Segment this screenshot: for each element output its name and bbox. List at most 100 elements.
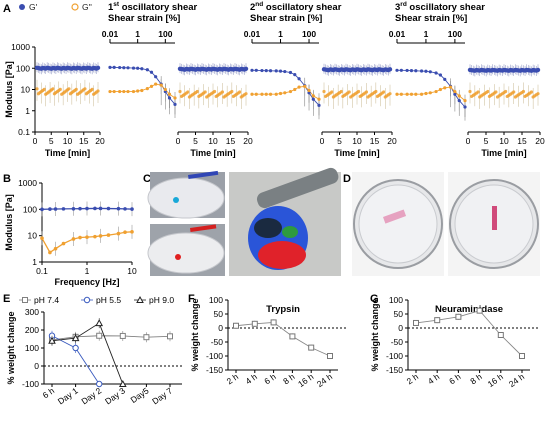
strain-segment-subtitle: Shear strain [%] xyxy=(108,13,180,24)
y-tick-label: 1 xyxy=(32,257,37,267)
chart-title: Trypsin xyxy=(266,304,300,315)
g-double-point xyxy=(283,91,287,95)
g-double-point xyxy=(457,94,461,98)
g-prime-point xyxy=(535,67,541,73)
title-superscript: rd xyxy=(400,1,407,8)
g-double-point xyxy=(186,90,190,94)
g-prime-point xyxy=(424,69,428,73)
strain-tick-label: 0.01 xyxy=(102,29,119,39)
x-tick-label: 15 xyxy=(517,136,527,146)
data-point xyxy=(270,319,277,326)
g-double-point xyxy=(131,89,136,94)
g-double-point xyxy=(297,85,301,89)
data-point xyxy=(519,353,525,359)
g-double-point xyxy=(453,89,457,94)
y-axis-label: % weight change xyxy=(6,311,16,384)
data-point xyxy=(48,336,56,344)
strain-tick-label: 1 xyxy=(424,29,429,39)
g-prime-point xyxy=(293,73,297,77)
x-tick-label: 4 h xyxy=(426,371,442,386)
x-tick-label: 16 h xyxy=(296,371,316,389)
g-double-point xyxy=(395,92,399,96)
x-tick-label: Day 1 xyxy=(56,385,80,406)
g-double-point xyxy=(374,89,378,94)
g-double-point xyxy=(424,91,428,96)
title-number: 2 xyxy=(250,2,255,13)
title-superscript: st xyxy=(113,1,120,8)
g-double-point xyxy=(409,92,414,96)
data-point xyxy=(251,320,258,327)
strain-tick-label: 1 xyxy=(135,29,140,39)
data-point xyxy=(96,332,103,339)
series-line xyxy=(415,310,523,357)
g-double-point xyxy=(476,90,480,94)
g-double-point xyxy=(463,99,467,103)
g-double-point xyxy=(98,234,103,238)
x-tick-label: 0 xyxy=(466,136,471,146)
g-prime-point xyxy=(131,66,136,70)
g-double-point xyxy=(468,89,472,94)
g-double-point xyxy=(512,90,516,94)
data-point xyxy=(95,319,104,327)
y-tick-label: 1000 xyxy=(11,42,30,52)
panel-label-d: D xyxy=(343,173,351,185)
g-prime-point xyxy=(40,207,44,212)
g-double-point xyxy=(521,89,526,94)
g-prime-point xyxy=(457,99,461,103)
g-double-point xyxy=(399,92,403,96)
y-tick-label: 0 xyxy=(398,323,403,333)
y-tick-label: 50 xyxy=(394,309,404,319)
g-double-point xyxy=(126,89,130,94)
g-prime-point xyxy=(311,97,315,101)
legend-label: pH 9.0 xyxy=(149,295,174,305)
g-double-point xyxy=(443,86,447,90)
g-double-point xyxy=(118,89,122,94)
petri-dish-blue-photo xyxy=(147,170,225,219)
y-tick-label: -100 xyxy=(22,379,39,389)
panel-g-neuraminidase-chart: -150 -100 -50 0 50 100 2 h 4 h 6 h 8 h 16 h 24 h Neu… xyxy=(370,295,538,389)
g-prime-point xyxy=(419,69,424,73)
g-double-point xyxy=(195,89,199,94)
g-prime-point xyxy=(297,77,301,81)
x-tick-label: 6 h xyxy=(262,371,278,386)
x-tick-label: Day5 xyxy=(129,385,151,405)
g-double-point xyxy=(58,87,62,91)
g-prime-point xyxy=(149,70,154,74)
data-point xyxy=(455,313,462,320)
y-tick-label: -150 xyxy=(206,365,223,375)
g-double-point xyxy=(212,89,217,94)
g-prime-point xyxy=(85,206,89,211)
strain-segment-title: 3rd oscillatory shear xyxy=(395,1,485,13)
g-prime-point xyxy=(48,207,52,211)
g-prime-point xyxy=(399,68,403,72)
g-prime-point xyxy=(288,70,293,75)
g-prime-point xyxy=(268,69,273,73)
g-double-point xyxy=(154,82,158,86)
x-tick-label: 20 xyxy=(243,136,253,146)
g-double-point xyxy=(159,83,163,87)
g-double-point xyxy=(85,235,89,239)
g-double-point xyxy=(254,92,258,96)
y-tick-label: 1 xyxy=(25,106,30,116)
data-point xyxy=(71,334,80,342)
strain-tick-label: 100 xyxy=(302,29,316,39)
data-point xyxy=(289,333,296,340)
g-double-point xyxy=(71,237,76,241)
g-prime-point xyxy=(108,65,112,69)
g-double-point xyxy=(250,92,254,96)
x-tick-label: 0 xyxy=(33,136,38,146)
x-tick-label: 15 xyxy=(370,136,380,146)
g-double-point xyxy=(108,89,112,94)
x-axis-label: Time [min] xyxy=(334,148,379,158)
x-tick-label: 15 xyxy=(226,136,236,146)
g-prime-point xyxy=(463,105,467,109)
panel-d-photos xyxy=(352,172,540,276)
panel-label-e: E xyxy=(3,293,10,305)
x-tick-label: 10 xyxy=(127,266,137,276)
title-text: oscillatory shear xyxy=(407,2,485,13)
data-point xyxy=(119,332,126,339)
x-tick-label: 5 xyxy=(484,136,489,146)
y-tick-label: 0.1 xyxy=(18,127,30,137)
x-tick-label: 8 h xyxy=(281,371,297,386)
